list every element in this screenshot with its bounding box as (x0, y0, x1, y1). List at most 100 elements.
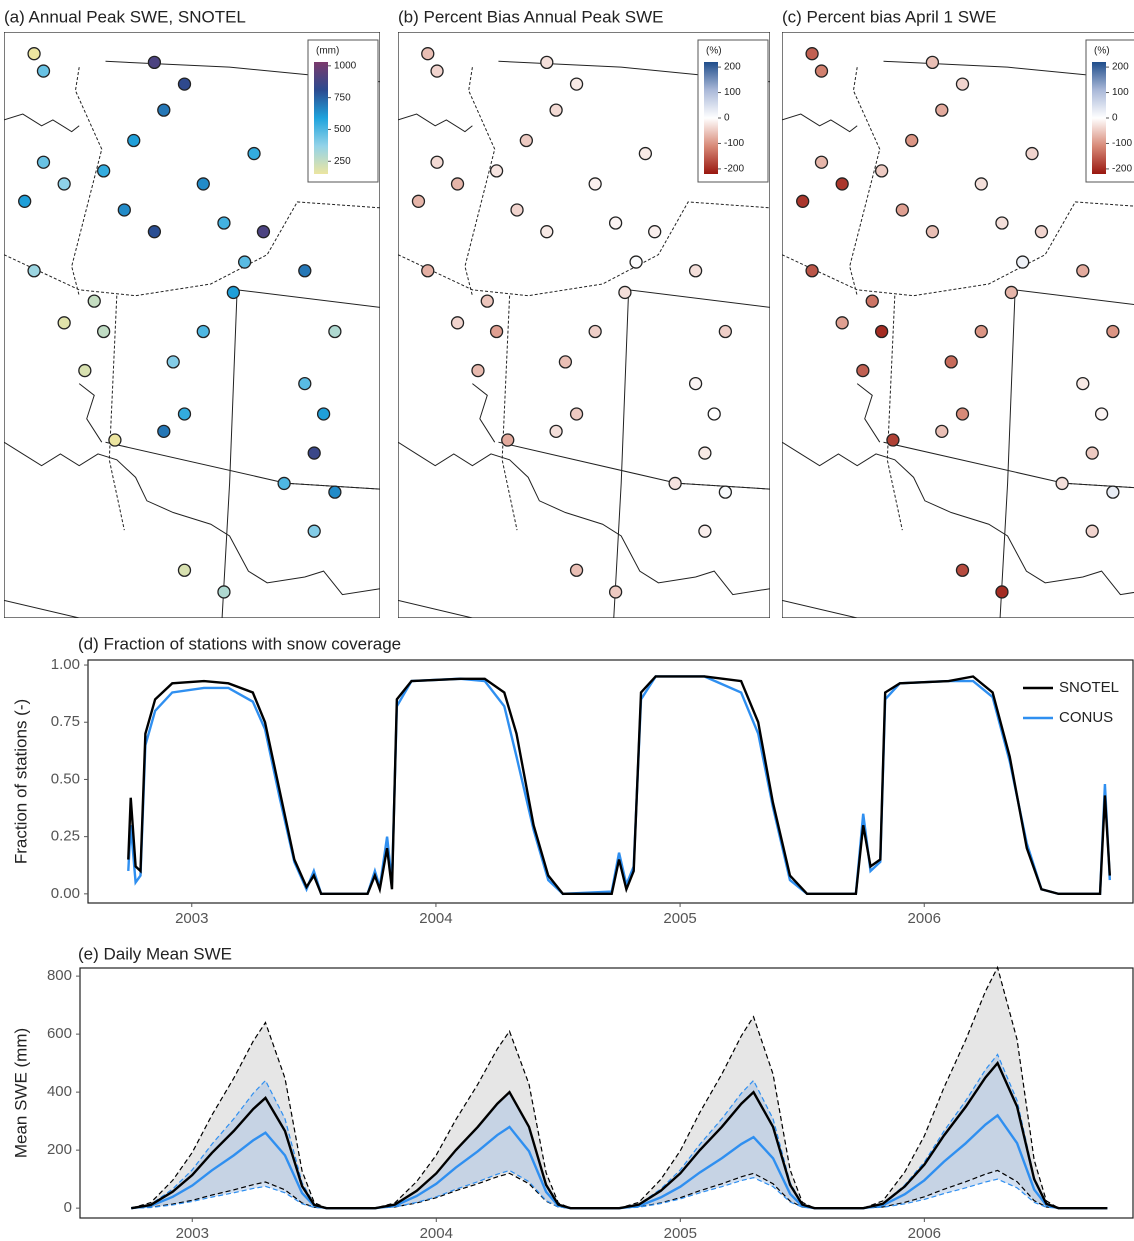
station (1085, 524, 1099, 538)
colorbar-tick-label: -200 (724, 164, 744, 175)
station (835, 177, 849, 191)
station (955, 407, 970, 421)
station (256, 225, 271, 239)
y-axis-label: Fraction of stations (-) (11, 699, 30, 864)
legend-label: CONUS (1059, 709, 1113, 726)
x-tick-label: 2005 (663, 910, 696, 927)
colorbar-tick-label: 0 (1112, 113, 1118, 124)
station (569, 563, 584, 577)
station (1076, 376, 1090, 391)
x-tick-label: 2005 (664, 1225, 697, 1241)
station (316, 407, 331, 421)
y-tick-label: 600 (47, 1025, 72, 1042)
station (27, 264, 41, 278)
station (57, 177, 71, 191)
boundary (472, 383, 496, 443)
map-panel: (%) -200 -100 0 100 200 (782, 32, 1134, 618)
boundary (221, 289, 238, 618)
boundary (856, 383, 881, 443)
station (307, 524, 321, 538)
series-line (131, 1060, 1108, 1210)
panel-frame (782, 32, 1134, 618)
y-tick-label: 0.00 (51, 885, 80, 902)
boundary (237, 289, 380, 308)
station (96, 324, 111, 339)
station (856, 363, 870, 378)
bound-line (131, 1053, 1108, 1209)
station (277, 476, 291, 491)
colorbar-tick-label: 100 (1112, 87, 1129, 98)
colorbar-label: (%) (1094, 46, 1110, 57)
station (1015, 255, 1030, 269)
station (489, 324, 504, 339)
state-border (1063, 482, 1134, 489)
y-tick-label: 200 (47, 1141, 72, 1158)
station (549, 103, 563, 117)
colorbar-tick-label: 500 (334, 124, 351, 135)
station (147, 55, 162, 70)
colorbar-tick-label: 0 (724, 113, 730, 124)
station (27, 47, 41, 61)
station (608, 585, 623, 599)
spread-band (131, 1054, 1108, 1209)
panel-title: (e) Daily Mean SWE (78, 944, 232, 963)
map-panel: (%) -200 -100 0 100 200 (398, 32, 770, 618)
y-tick-label: 1.00 (51, 656, 80, 673)
state-border (108, 295, 125, 531)
boundary (105, 441, 380, 490)
station (814, 155, 829, 169)
plot-frame (87, 659, 1134, 904)
station (935, 103, 949, 117)
plot-frame (79, 967, 1134, 1219)
boundary (1015, 289, 1134, 305)
station (217, 585, 231, 599)
station (588, 324, 602, 339)
state-border (886, 295, 903, 531)
map-panel: (mm) 250 500 750 1000 (4, 32, 380, 618)
station (944, 355, 958, 369)
station (608, 216, 623, 230)
station (78, 363, 92, 378)
station (96, 164, 111, 178)
boundary (782, 441, 1134, 596)
colorbar-tick-label: 100 (724, 87, 741, 98)
x-tick-label: 2006 (908, 910, 941, 927)
station (430, 64, 444, 78)
x-tick-label: 2003 (175, 910, 208, 927)
boundary (4, 441, 380, 596)
station (925, 55, 940, 70)
station (237, 255, 252, 269)
station (480, 294, 494, 308)
boundary (628, 289, 770, 308)
station (36, 64, 51, 78)
station (1106, 485, 1120, 499)
station (226, 285, 241, 300)
x-tick-label: 2003 (176, 1225, 209, 1241)
station (196, 324, 210, 339)
station (1004, 285, 1019, 300)
station (196, 177, 210, 191)
colorbar-tick-label: -200 (1112, 164, 1132, 175)
station (1076, 264, 1090, 278)
y-tick-label: 0.75 (51, 713, 80, 730)
station (835, 316, 849, 330)
station (430, 155, 444, 169)
station (157, 103, 171, 117)
station (540, 225, 554, 239)
station (935, 424, 949, 438)
state-border (849, 67, 881, 296)
station (501, 433, 515, 447)
station (1034, 225, 1049, 239)
station (36, 155, 51, 169)
station (668, 476, 682, 491)
x-tick-label: 2006 (908, 1225, 941, 1241)
station (698, 446, 712, 460)
station (540, 55, 554, 70)
state-border (464, 67, 496, 296)
station (707, 407, 721, 421)
boundary (4, 113, 80, 133)
station (217, 216, 231, 230)
colorbar-tick-label: 200 (724, 62, 741, 73)
spread-band (131, 967, 1108, 1209)
panel-title: (a) Annual Peak SWE, SNOTEL (4, 7, 246, 26)
